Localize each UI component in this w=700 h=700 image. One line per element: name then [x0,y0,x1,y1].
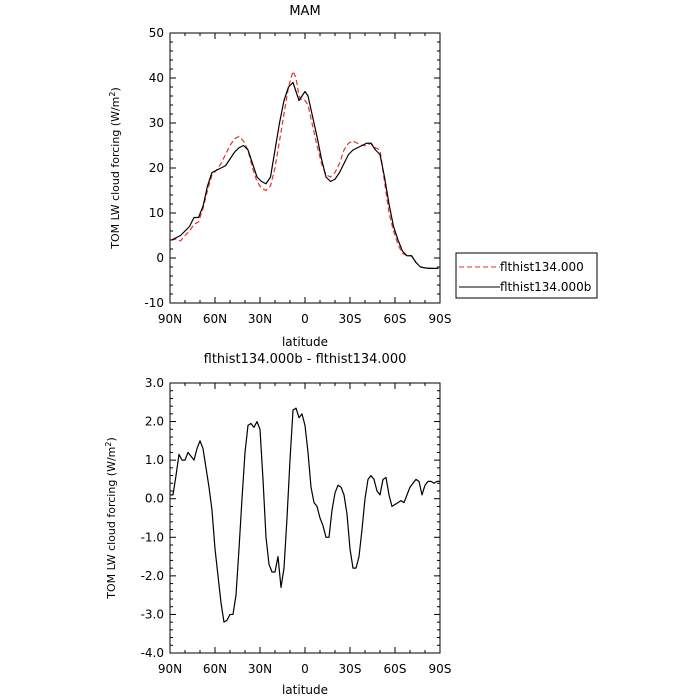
bottom-x-tick-label: 30S [339,662,362,676]
top-chart-title: MAM [289,4,320,19]
top-x-axis-label: latitude [282,335,328,349]
bottom-x-tick-label: 0 [301,662,309,676]
bottom-series-group [170,407,440,623]
top-y-tick-label: -10 [144,296,164,310]
top-series-line-1 [171,70,439,269]
top-y-ticks: -10 0 10 20 30 40 50 [144,26,440,310]
bottom-y-axis-label-end: ) [105,437,118,441]
bottom-x-ticks: 90N 60N 30N 0 30S 60S 90S [158,383,452,676]
bottom-x-tick-label: 30N [248,662,272,676]
legend-label-1: flthist134.000 [500,260,584,274]
bottom-x-tick-label: 60S [384,662,407,676]
top-y-tick-label: 40 [149,71,164,85]
top-y-axis-label-end: ) [109,87,122,91]
top-x-tick-label: 90N [158,312,182,326]
bottom-x-tick-label: 90N [158,662,182,676]
bottom-x-tick-label: 90S [429,662,452,676]
bottom-x-axis-label: latitude [282,683,328,697]
legend-box [455,252,598,299]
top-y-tick-label: 50 [149,26,164,40]
top-series-group [171,70,439,269]
bottom-y-tick-label: -2.0 [141,569,164,583]
bottom-y-tick-label: -4.0 [141,646,164,660]
bottom-y-tick-label: 3.0 [145,376,164,390]
bottom-chart-title: flthist134.000b - flthist134.000 [204,352,407,367]
bottom-y-axis-label: TOM LW cloud forcing (W/m2) [104,437,118,600]
top-x-tick-label: 30S [339,312,362,326]
legend: flthist134.000 flthist134.000b [455,252,598,299]
top-y-axis-label: TOM LW cloud forcing (W/m2) [108,87,122,250]
bottom-series-line-1 [170,407,440,623]
bottom-y-ticks: -4.0 -3.0 -2.0 -1.0 0.0 1.0 2.0 3.0 [141,376,440,660]
top-x-tick-label: 60N [203,312,227,326]
top-x-tick-label: 0 [301,312,309,326]
top-x-ticks: 90N 60N 30N 0 30S 60S 90S [158,33,452,326]
top-y-axis-label-sup: 2 [108,92,117,97]
bottom-y-tick-label: 2.0 [145,415,164,429]
bottom-y-tick-label: -1.0 [141,530,164,544]
top-y-axis-label-main: TOM LW cloud forcing (W/m [109,97,122,250]
legend-label-2: flthist134.000b [500,280,591,294]
bottom-chart: flthist134.000b - flthist134.000 -4.0 -3.… [104,352,451,697]
top-x-tick-label: 30N [248,312,272,326]
bottom-x-tick-label: 60N [203,662,227,676]
top-y-tick-label: 30 [149,116,164,130]
top-y-tick-label: 0 [156,251,164,265]
bottom-y-tick-label: 0.0 [145,492,164,506]
top-x-tick-label: 90S [429,312,452,326]
top-chart: MAM -10 0 10 20 30 40 50 90N 60N 30N 0 30S 60S 90S l… [108,4,598,349]
top-y-tick-label: 20 [149,161,164,175]
bottom-y-axis-label-main: TOM LW cloud forcing (W/m [105,447,118,600]
top-y-tick-label: 10 [149,206,164,220]
top-chart-frame [169,32,441,304]
bottom-y-tick-label: -3.0 [141,607,164,621]
bottom-y-tick-label: 1.0 [145,453,164,467]
top-x-tick-label: 60S [384,312,407,326]
bottom-y-axis-label-sup: 2 [104,442,113,447]
top-series-line-2 [171,81,439,269]
